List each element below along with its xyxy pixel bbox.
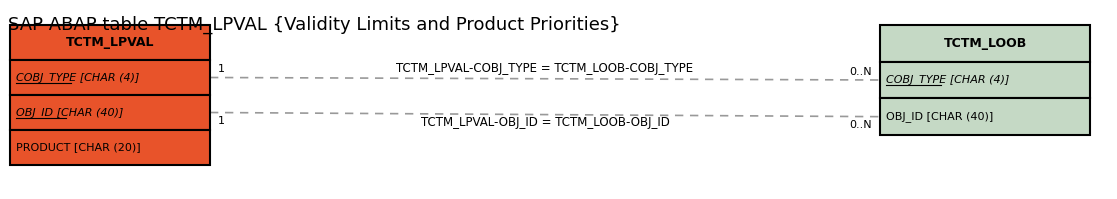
Text: 0..N: 0..N [849,67,872,77]
Text: SAP ABAP table TCTM_LPVAL {Validity Limits and Product Priorities}: SAP ABAP table TCTM_LPVAL {Validity Limi… [8,16,621,34]
Text: COBJ_TYPE [CHAR (4)]: COBJ_TYPE [CHAR (4)] [886,75,1010,85]
Bar [10,60,210,95]
Bar [880,62,1090,98]
Bar [880,98,1090,135]
Text: TCTM_LOOB: TCTM_LOOB [944,37,1027,50]
Bar [10,25,210,60]
Text: OBJ_ID [CHAR (40)]: OBJ_ID [CHAR (40)] [886,111,993,122]
Text: COBJ_TYPE [CHAR (4)]: COBJ_TYPE [CHAR (4)] [16,72,140,83]
Bar [10,95,210,130]
Text: TCTM_LPVAL: TCTM_LPVAL [66,36,154,49]
Text: 1: 1 [218,64,225,74]
Text: 0..N: 0..N [849,120,872,130]
Text: PRODUCT [CHAR (20)]: PRODUCT [CHAR (20)] [16,142,141,152]
Text: OBJ_ID [CHAR (40)]: OBJ_ID [CHAR (40)] [16,107,123,118]
Text: 1: 1 [218,115,225,126]
Text: TCTM_LPVAL-OBJ_ID = TCTM_LOOB-OBJ_ID: TCTM_LPVAL-OBJ_ID = TCTM_LOOB-OBJ_ID [421,116,669,129]
Bar [880,25,1090,62]
Bar [10,130,210,165]
Text: TCTM_LPVAL-COBJ_TYPE = TCTM_LOOB-COBJ_TYPE: TCTM_LPVAL-COBJ_TYPE = TCTM_LOOB-COBJ_TY… [397,62,694,75]
